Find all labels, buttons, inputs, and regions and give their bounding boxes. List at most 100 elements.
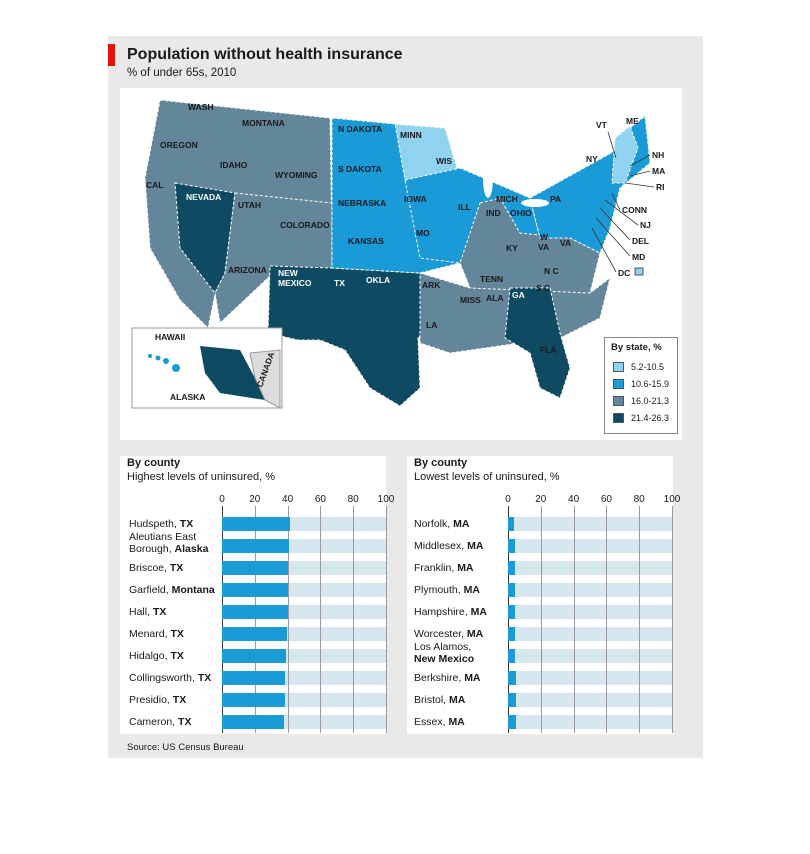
row-region: New Mexico [414,653,475,665]
label-wyoming: WYOMING [275,170,318,180]
label-colorado: COLORADO [280,220,330,230]
bar-lowest [508,671,517,685]
legend-label-4: 21.4-26.3 [631,413,670,423]
row-label-highest: Briscoe, TX [129,562,183,574]
label-wva2: VA [538,242,549,252]
row-label-highest: Menard, TX [129,628,184,640]
row-label-lowest: Essex, MA [414,716,465,728]
row-region: TX [170,628,184,640]
row-label-lowest: Plymouth, MA [414,584,480,596]
bar-highest [222,561,289,575]
label-iowa: IOWA [404,194,427,204]
label-ma: MA [652,166,665,176]
row-region: MA [466,628,484,640]
legend-swatch-4 [613,413,624,423]
lake-michigan [483,158,493,198]
label-ark: ARK [422,280,441,290]
label-utah: UTAH [238,200,261,210]
row-name: Essex, [414,716,449,728]
row-name: Los Alamos, [414,641,472,653]
row-name: Collingsworth, [129,672,198,684]
row-label-highest: Presidio, TX [129,694,186,706]
row-region: TX [169,562,184,574]
leader-lines [591,131,655,273]
map-legend: By state, % 5.2-10.5 10.6-15.9 16.0-21.3… [604,337,678,434]
row-name: Hall, [129,606,153,618]
row-region: MA [463,584,480,596]
bar-lowest [508,583,516,597]
label-mich: MICH [496,194,518,204]
bar-highest [222,605,288,619]
bar-lowest [508,605,516,619]
bar-lowest [508,649,516,663]
bar-track-lowest [508,605,672,619]
row-label-lowest: Bristol, MA [414,694,465,706]
bar-lowest [508,693,517,707]
label-wva1: W [540,232,549,242]
label-ind: IND [486,208,501,218]
bar-highest [222,517,291,531]
label-mo: MO [416,228,430,238]
lake-huron [507,159,523,187]
label-tx: TX [334,278,345,288]
label-nc: N C [544,266,559,276]
state-hawaii [148,354,180,372]
chart-highest-title: By county [127,457,181,469]
row-name: Bristol, [414,694,450,706]
tick-label-highest: 60 [314,494,326,505]
row-region: MA [464,672,481,684]
row-label-highest: Cameron, TX [129,716,191,728]
label-cal: CAL [146,180,163,190]
gridline-highest [353,506,355,733]
bar-track-lowest [508,517,672,531]
row-label-highest: Collingsworth, TX [129,672,211,684]
dc-swatch [634,267,644,276]
row-region: TX [152,606,167,618]
label-wash: WASH [188,102,214,112]
gridline-lowest [508,506,509,733]
tick-label-lowest: 20 [535,494,547,505]
tick-label-highest: 40 [282,494,294,505]
bar-lowest [508,517,514,531]
label-fla: FLA [540,345,557,355]
state-region-mountain [214,192,333,325]
row-name: Berkshire, [414,672,465,684]
label-ny: NY [586,154,598,164]
bar-lowest [508,715,517,729]
label-tenn: TENN [480,274,503,284]
label-conn: CONN [622,205,647,215]
bar-track-lowest [508,693,672,707]
lake-erie [521,199,549,207]
row-region: Alaska [174,543,209,555]
gridline-lowest [672,506,673,733]
legend-label-3: 16.0-21.3 [631,396,670,406]
row-name: Borough, [129,543,175,555]
label-newmexico1: NEW [278,268,299,278]
label-wis: WIS [436,156,452,166]
legend-swatch-3 [613,396,624,406]
row-name: Norfolk, [414,518,454,530]
tick-label-highest: 20 [249,494,261,505]
tick-label-lowest: 100 [663,494,681,505]
row-label-highest: Hidalgo, TX [129,650,184,662]
label-ky: KY [506,243,518,253]
label-me: ME [626,116,639,126]
us-map: WASH OREGON CAL NEVADA IDAHO MONTANA WYO… [120,88,682,440]
row-label-lowest: Norfolk, MA [414,518,469,530]
label-nebraska: NEBRASKA [338,198,386,208]
label-sdakota: S DAKOTA [338,164,382,174]
bar-highest [222,583,288,597]
row-name: Hudspeth, [129,518,180,530]
state-region-ga-fla [504,287,571,399]
row-name: Plymouth, [414,584,464,596]
legend-label-2: 10.6-15.9 [631,379,670,389]
legend-title: By state, % [611,342,662,353]
row-name: Worcester, [414,628,467,640]
row-name: Middlesex, [414,540,468,552]
row-name: Hampshire, [414,606,471,618]
tick-label-lowest: 40 [568,494,580,505]
label-okla: OKLA [366,275,390,285]
bar-track-lowest [508,583,672,597]
bar-lowest [508,539,515,553]
chart-highest-subtitle: Highest levels of uninsured, % [127,471,275,483]
